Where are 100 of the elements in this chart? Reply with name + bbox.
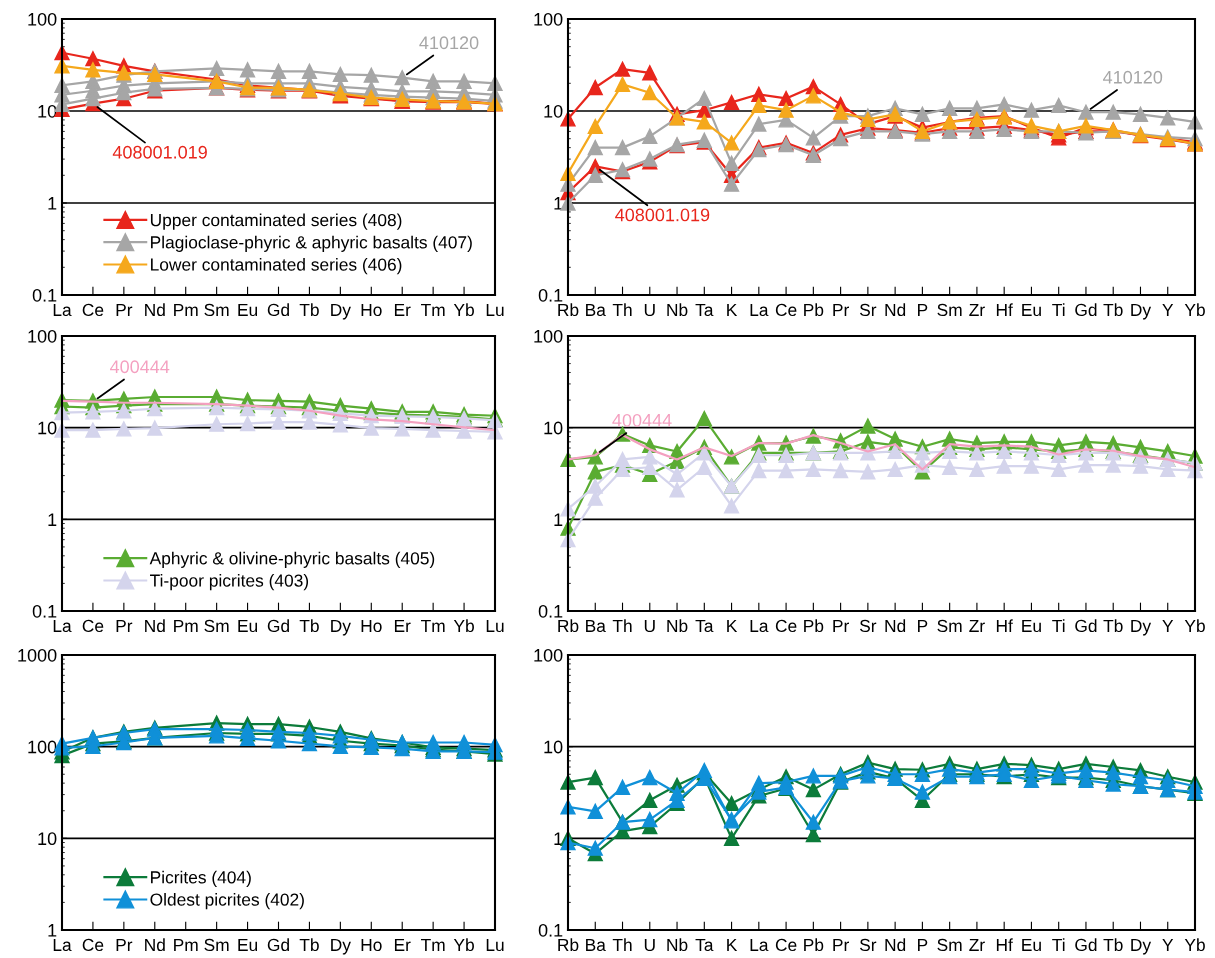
x-tick-label: Sm	[937, 938, 962, 952]
x-tick-label: P	[918, 303, 928, 316]
x-tick-label: Gd	[1075, 619, 1097, 633]
x-tick-label: Nd	[145, 938, 165, 952]
y-tick-label: 1000	[18, 648, 57, 662]
x-tick-label: Sr	[859, 619, 877, 633]
x-tick-label: Pr	[116, 938, 133, 951]
x-tick-label: Ta	[695, 303, 714, 317]
x-tick-label: Hf	[996, 938, 1013, 951]
x-tick-label: K	[727, 938, 738, 951]
x-tick-label: Sm	[204, 938, 229, 952]
x-tick-label: Ba	[586, 938, 606, 952]
x-tick-label: Pr	[116, 303, 133, 316]
x-tick-label: Ce	[775, 303, 797, 317]
x-tick-label: Th	[612, 619, 632, 632]
annotation: 410120	[419, 36, 479, 50]
x-tick-label: Y	[1162, 938, 1174, 951]
x-tick-label: Gd	[1075, 938, 1097, 952]
x-tick-label: Ba	[586, 619, 606, 633]
y-tick-label: 1	[48, 924, 57, 937]
x-tick-label: Hf	[996, 303, 1013, 316]
annotation: 408001.019	[615, 208, 710, 222]
x-tick-label: Pr	[116, 619, 133, 632]
x-tick-label: Ce	[82, 938, 104, 952]
x-tick-label: Ta	[695, 938, 714, 952]
x-tick-label: Yb	[453, 303, 474, 317]
x-tick-label: P	[918, 938, 928, 951]
y-tick-label: 100	[534, 648, 563, 662]
legend-label: Aphyric & olivine-phyric basalts (405)	[149, 551, 435, 568]
x-tick-label: Nd	[885, 303, 906, 317]
x-tick-label: Pr	[833, 303, 849, 316]
x-tick-label: Dy	[1131, 619, 1152, 636]
legend-label: Upper contaminated series (408)	[150, 213, 402, 230]
x-tick-label: U	[644, 303, 655, 317]
x-tick-label: Zr	[969, 303, 985, 316]
x-tick-label: Ho	[361, 938, 382, 952]
x-tick-label: Pb	[804, 303, 824, 317]
y-tick-label: 10	[544, 104, 563, 118]
x-tick-label: Dy	[331, 619, 351, 636]
y-tick-label: 100	[28, 12, 57, 26]
x-tick-label: Eu	[238, 938, 258, 952]
y-tick-label: 1	[554, 832, 563, 845]
x-tick-label: Pb	[804, 938, 824, 952]
x-tick-label: Yb	[1184, 619, 1205, 633]
annotation: 408001.019	[112, 145, 207, 159]
x-tick-label: Gd	[267, 938, 289, 952]
x-tick-label: Tb	[299, 303, 319, 317]
annotation: 400444	[110, 360, 170, 374]
x-tick-label: U	[644, 619, 655, 633]
x-tick-label: Pb	[804, 619, 824, 633]
x-tick-label: Y	[1162, 303, 1174, 316]
x-tick-label: Pr	[833, 938, 849, 951]
x-tick-label: Sm	[937, 619, 962, 633]
x-tick-label: Nb	[667, 938, 688, 952]
x-tick-label: U	[644, 938, 655, 952]
x-tick-label: Th	[612, 938, 632, 951]
y-tick-label: 10	[544, 421, 563, 435]
x-tick-label: Nb	[667, 303, 688, 317]
y-tick-label: 0.1	[32, 288, 57, 302]
x-tick-label: La	[750, 619, 769, 633]
x-tick-label: Ho	[361, 619, 382, 633]
x-tick-label: La	[53, 938, 72, 952]
x-tick-label: Lu	[486, 938, 504, 952]
x-tick-label: Ce	[775, 619, 797, 633]
x-tick-label: Sr	[859, 938, 877, 952]
x-tick-label: Tb	[1103, 619, 1123, 633]
y-tick-label: 1	[554, 513, 563, 526]
x-tick-label: Pm	[174, 938, 198, 951]
x-tick-label: Tb	[1103, 938, 1123, 952]
x-tick-label: Tm	[421, 938, 445, 951]
x-tick-label: Sm	[937, 303, 962, 317]
y-tick-label: 0.1	[32, 604, 57, 618]
x-tick-label: Pm	[174, 303, 198, 316]
y-tick-label: 0.1	[538, 923, 563, 937]
x-tick-label: Ce	[775, 938, 797, 952]
legend-label: Oldest picrites (402)	[150, 892, 304, 910]
x-tick-label: Dy	[331, 303, 351, 320]
x-tick-label: Rb	[558, 303, 579, 317]
x-tick-label: Gd	[267, 303, 289, 317]
x-tick-label: Tb	[1103, 303, 1123, 317]
x-tick-label: Dy	[331, 938, 351, 955]
y-tick-label: 0.1	[538, 604, 563, 618]
y-tick-label: 100	[534, 329, 563, 343]
x-tick-label: Nd	[145, 303, 165, 317]
x-tick-label: Eu	[1022, 303, 1041, 317]
x-tick-label: Nd	[885, 619, 906, 633]
x-tick-label: Nd	[885, 938, 906, 952]
annotation: 400444	[612, 413, 672, 427]
x-tick-label: Lu	[486, 303, 504, 317]
y-tick-label: 10	[38, 421, 57, 435]
x-tick-label: Nd	[145, 619, 165, 633]
x-tick-label: Tm	[421, 619, 445, 632]
x-tick-label: Ho	[361, 303, 382, 317]
x-tick-label: Ti	[1052, 619, 1065, 632]
x-tick-label: Ta	[695, 619, 714, 633]
x-tick-label: Rb	[558, 938, 579, 952]
x-tick-label: Eu	[1022, 619, 1041, 633]
y-tick-label: 1	[48, 513, 57, 526]
x-tick-label: Eu	[238, 619, 258, 633]
x-tick-label: Ti	[1052, 303, 1065, 316]
